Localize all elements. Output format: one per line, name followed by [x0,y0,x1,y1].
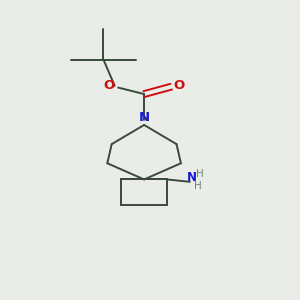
Text: O: O [173,79,184,92]
Text: N: N [139,111,150,124]
Text: H: H [196,169,203,179]
Text: N: N [187,172,196,184]
Text: H: H [194,181,201,191]
Text: O: O [103,79,115,92]
